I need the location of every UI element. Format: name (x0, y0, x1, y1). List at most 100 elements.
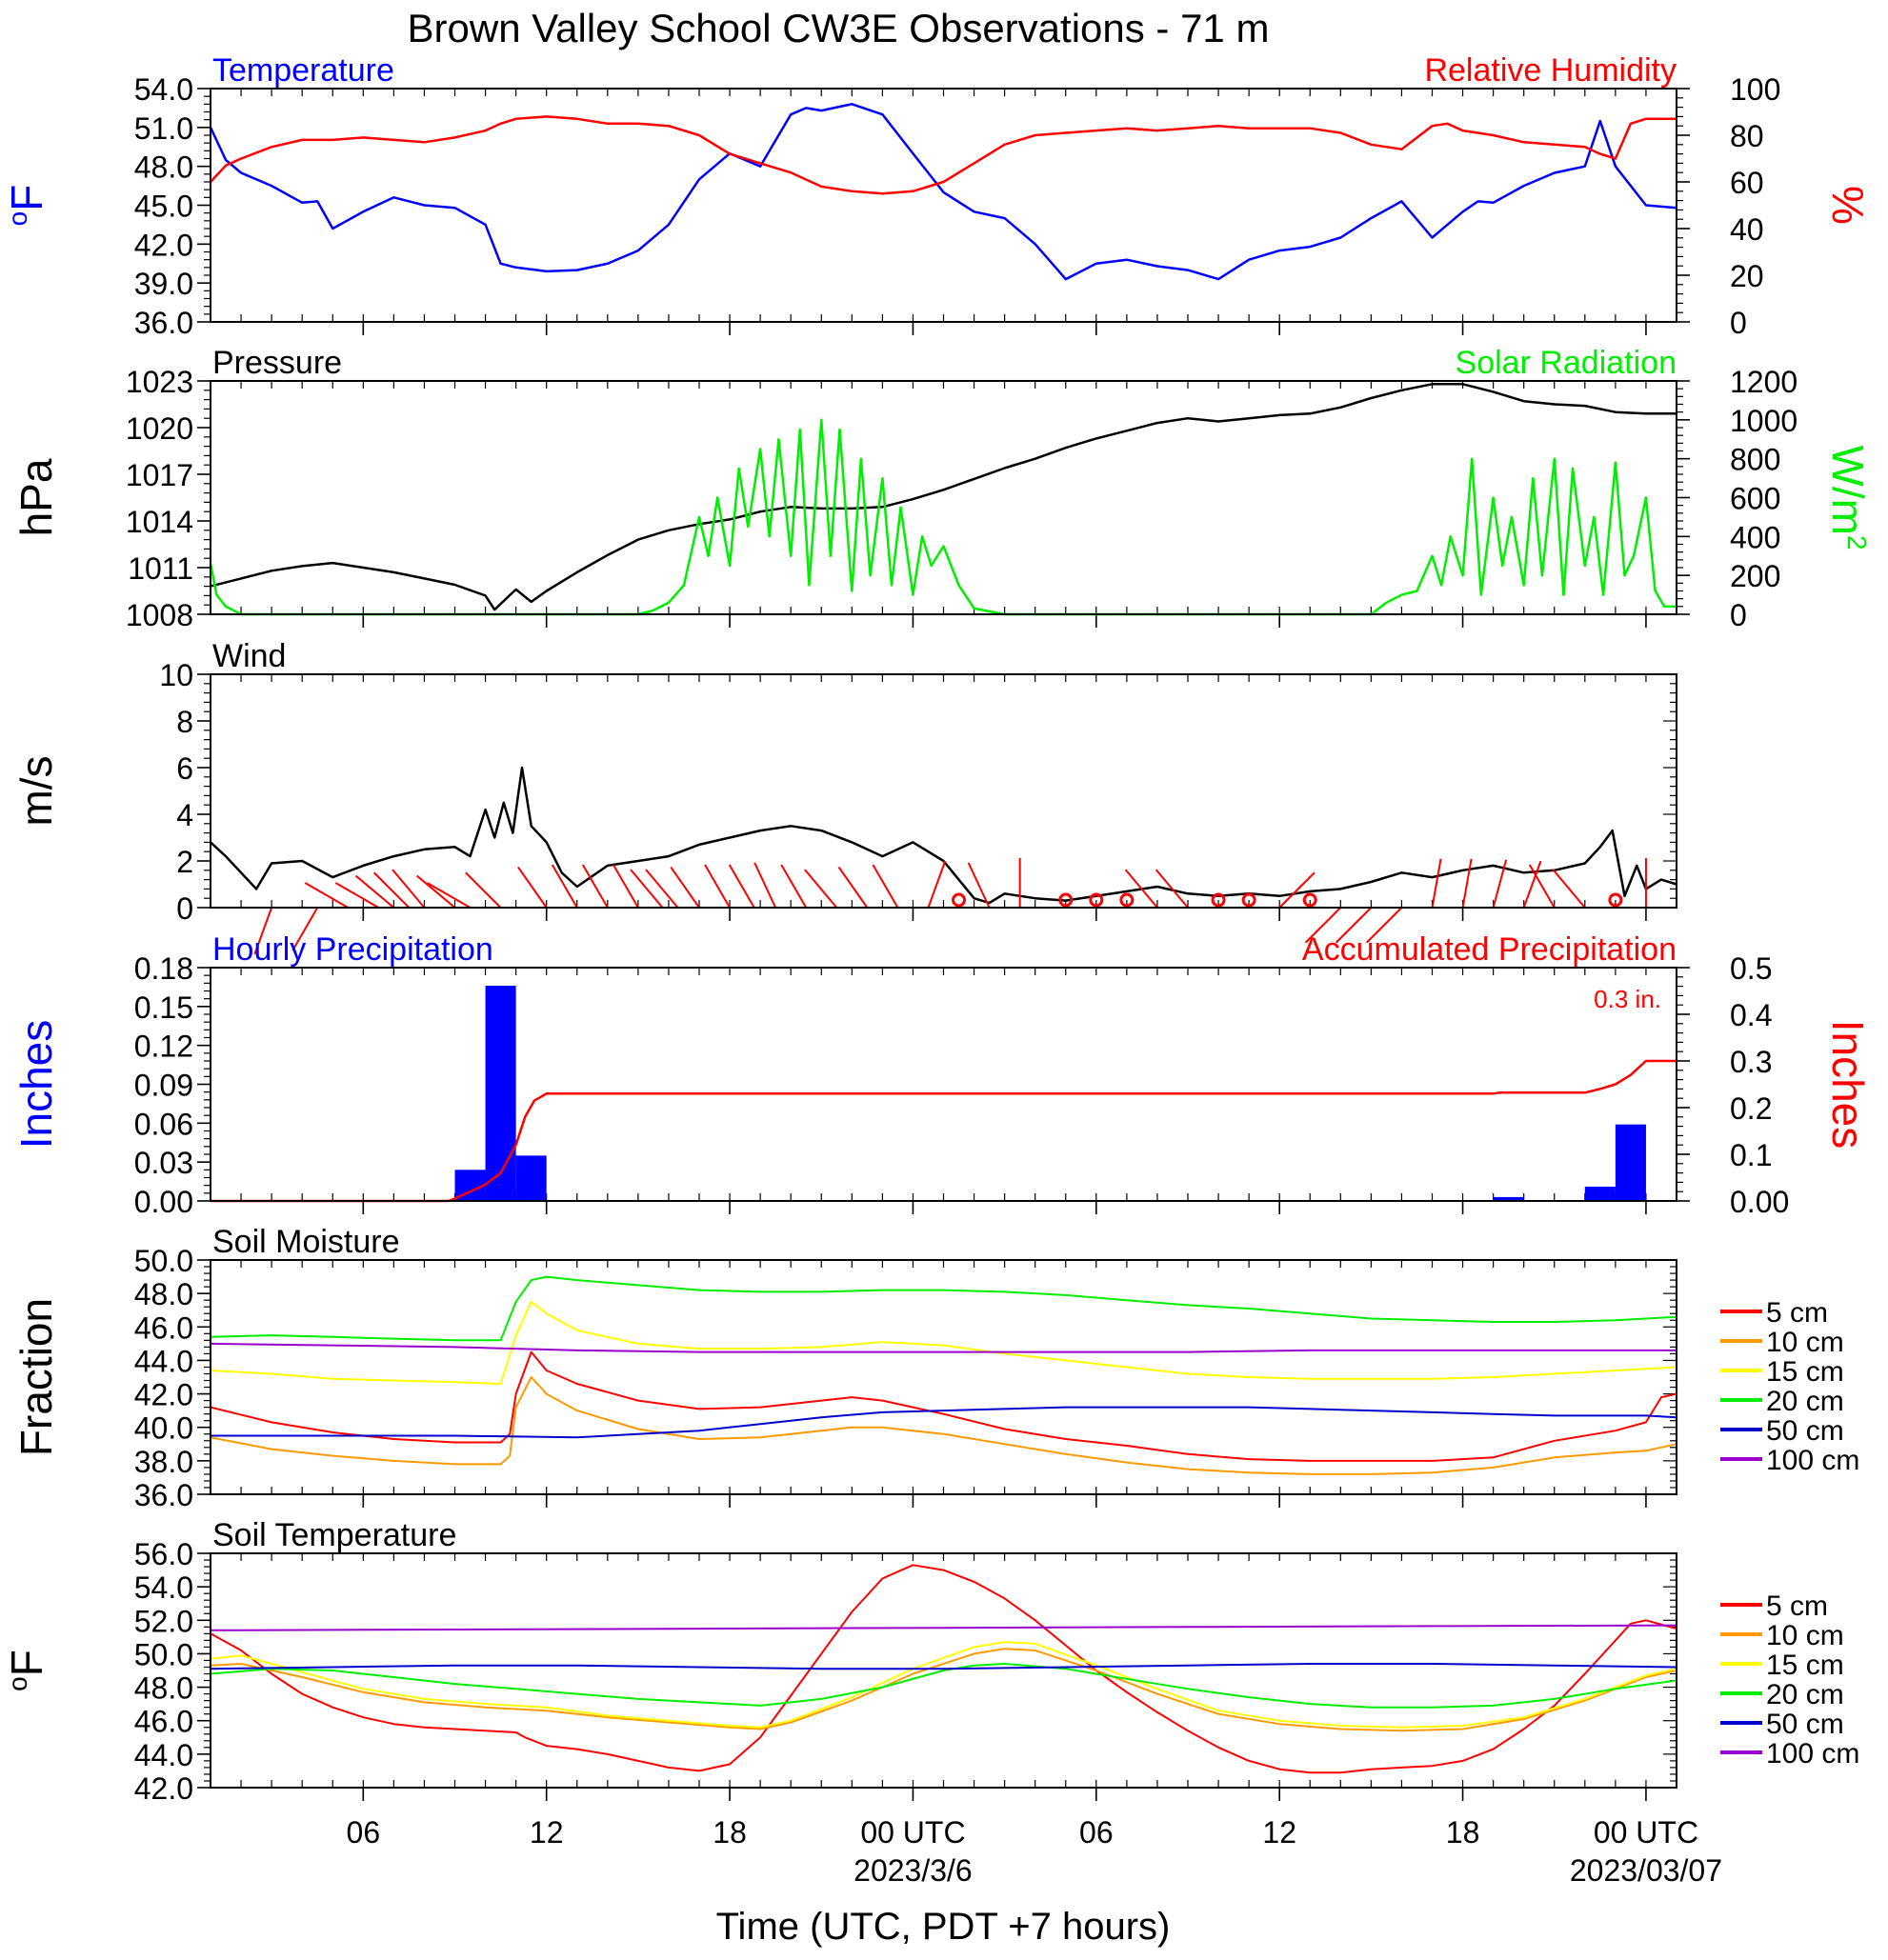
unit-letter: F (2, 185, 51, 211)
y-left-tick-label: 50.0 (134, 1244, 193, 1278)
panel-title-left: Pressure (212, 345, 342, 381)
y-right-tick-label: 0.1 (1730, 1138, 1772, 1172)
y-left-tick-label: 0 (176, 891, 193, 926)
y-right-tick-label: 20 (1730, 259, 1764, 293)
y-right-tick-label: 100 (1730, 72, 1780, 107)
y-left-tick-label: 48.0 (134, 1671, 193, 1706)
y-left-tick-label: 0.06 (134, 1107, 193, 1141)
y-left-tick-label: 56.0 (134, 1537, 193, 1571)
chart-panels: 36.039.042.045.048.051.054.0020406080100… (2, 52, 1873, 1888)
y-right-tick-label: 400 (1730, 520, 1780, 554)
y-left-tick-label: 6 (176, 751, 193, 786)
y-left-tick-label: 0.00 (134, 1185, 193, 1219)
x-tick-label: 06 (1079, 1815, 1114, 1850)
panel-title-left: Temperature (212, 52, 394, 89)
y-right-tick-label: 600 (1730, 482, 1780, 516)
x-tick-label: 00 UTC (1594, 1815, 1698, 1850)
x-tick-label: 18 (1446, 1815, 1480, 1850)
wind-barb (1124, 869, 1158, 909)
panel-title-right: Solar Radiation (1456, 345, 1677, 381)
y-right-tick-label: 60 (1730, 166, 1764, 200)
x-tick-label: 06 (347, 1815, 381, 1850)
series-line-5-cm (210, 1564, 1677, 1774)
y-left-tick-label: 36.0 (134, 1478, 193, 1512)
y-left-tick-label: 1023 (126, 365, 193, 399)
precip-bar (515, 1155, 547, 1201)
series-line-pressure (210, 383, 1677, 611)
wind-barb (630, 869, 664, 909)
unit-base: W/m (1823, 445, 1873, 535)
y-left-tick-label: 39.0 (134, 267, 193, 301)
y-left-tick-label: 42.0 (134, 1378, 193, 1412)
series-line-accumulated-precipitation (211, 1059, 1677, 1203)
wind-barb (1278, 871, 1316, 909)
wind-barb (291, 907, 319, 951)
y-left-tick-label: 46.0 (134, 1310, 193, 1345)
y-right-tick-label: 1200 (1730, 365, 1798, 399)
panel-title-left: Soil Temperature (212, 1517, 456, 1553)
y-right-tick-label: 800 (1730, 443, 1780, 477)
series-line-10-cm (210, 1648, 1677, 1732)
legend-label: 15 cm (1766, 1650, 1844, 1681)
y-left-tick-label: 54.0 (134, 72, 193, 107)
y-right-tick-label: 40 (1730, 212, 1764, 247)
y-right-axis-label: W/m2 (1823, 445, 1873, 550)
wind-barb (927, 860, 947, 909)
y-left-axis-label: Fraction (11, 1298, 61, 1456)
legend-label: 15 cm (1766, 1356, 1844, 1388)
wind-barb (581, 864, 609, 909)
legend-label: 100 cm (1766, 1445, 1859, 1476)
y-left-tick-label: 8 (176, 705, 193, 739)
y-left-tick-label: 42.0 (134, 1771, 193, 1806)
panel-temp_rh: 36.0 39.0 42.0 45.0 48.0 51.0 54.0 0 20 40 60 80 100… (2, 52, 1873, 340)
y-left-tick-label: 52.0 (134, 1604, 193, 1638)
wind-barb (465, 871, 502, 909)
y-left-tick-label: 38.0 (134, 1445, 193, 1479)
wind-barb (804, 869, 838, 909)
y-left-tick-label: 44.0 (134, 1738, 193, 1772)
wind-barb (728, 864, 755, 909)
wind-barb (517, 866, 548, 909)
y-right-axis-label: % (1823, 186, 1873, 225)
y-left-tick-label: 42.0 (134, 228, 193, 262)
wind-barb (1552, 869, 1586, 909)
calm-wind-marker (1119, 892, 1135, 908)
calm-wind-marker (1211, 892, 1226, 908)
panel-title-left: Wind (212, 638, 286, 674)
x-tick-date-label: 2023/03/07 (1570, 1853, 1722, 1888)
y-right-axis-label: Inches (1823, 1020, 1873, 1150)
calm-wind-marker (1089, 892, 1104, 908)
wind-barb (426, 882, 472, 909)
panel-title-right: Relative Humidity (1424, 52, 1677, 89)
panel-frame (210, 673, 1677, 909)
wind-barb (1461, 858, 1473, 909)
y-left-axis-label: m/s (11, 755, 61, 826)
wind-barb (334, 882, 379, 909)
y-left-tick-label: 0.18 (134, 951, 193, 986)
y-right-tick-label: 0.3 (1730, 1045, 1772, 1079)
x-tick-label: 18 (713, 1815, 747, 1850)
series-line-solar-radiation (209, 418, 1677, 616)
wind-barb (670, 866, 700, 909)
y-right-tick-label: 1000 (1730, 404, 1798, 438)
y-left-tick-label: 46.0 (134, 1705, 193, 1739)
legend-label: 100 cm (1766, 1738, 1859, 1770)
figure-title: Brown Valley School CW3E Observations - … (408, 6, 1270, 50)
calm-wind-marker (952, 892, 967, 908)
y-right-tick-label: 80 (1730, 119, 1764, 153)
y-left-tick-label: 1020 (126, 411, 193, 446)
panel-title-left: Hourly Precipitation (212, 931, 493, 968)
y-right-tick-label: 200 (1730, 559, 1780, 593)
wind-barb (372, 871, 411, 909)
x-tick-label: 12 (530, 1815, 564, 1850)
wind-barb (551, 864, 578, 909)
unit-letter: F (2, 1650, 51, 1676)
x-tick-label: 12 (1262, 1815, 1296, 1850)
degree-symbol: o (3, 1676, 32, 1691)
legend-label: 20 cm (1766, 1386, 1844, 1417)
panel-pressure_solar: 1008 1011 1014 1017 1020 1023 0 200 400 600 800 100… (11, 345, 1873, 632)
y-right-tick-label: 0 (1730, 306, 1747, 340)
y-left-tick-label: 48.0 (134, 150, 193, 185)
